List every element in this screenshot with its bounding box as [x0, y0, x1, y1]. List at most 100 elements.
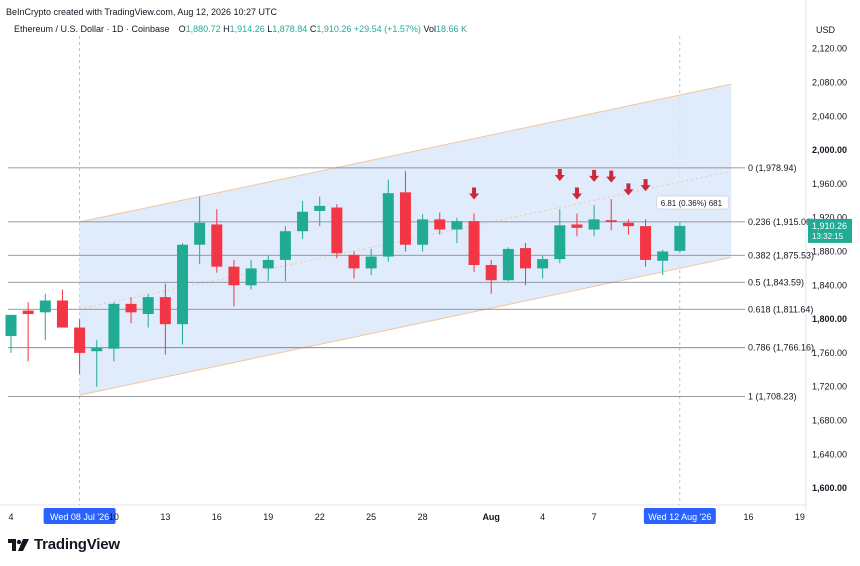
candle	[159, 283, 171, 355]
fib-level-label: 0.382 (1,875.53)	[748, 250, 814, 260]
candle-body	[211, 224, 223, 267]
fib-level-label: 0.618 (1,811.64)	[748, 304, 813, 314]
chart-creator-note: BeInCrypto created with TradingView.com,…	[6, 7, 277, 17]
candle-body	[485, 265, 497, 281]
price-axis-tick: 1,720.00	[812, 382, 847, 392]
candle-body	[605, 220, 617, 222]
candle	[640, 219, 652, 267]
candle-body	[554, 225, 566, 260]
candle-body	[417, 219, 429, 245]
candle-body	[262, 259, 274, 269]
price-axis-tick: 2,040.00	[812, 111, 847, 121]
candle-body	[365, 256, 377, 269]
candle	[245, 259, 257, 290]
close-label: C	[309, 24, 317, 34]
change-value: +29.54 (+1.57%)	[353, 24, 421, 34]
fib-level-label: 0.786 (1,766.16)	[748, 343, 814, 353]
candle-body	[674, 225, 686, 251]
price-axis-currency-label: USD	[816, 25, 836, 35]
price-axis-tick: 1,680.00	[812, 415, 847, 425]
candle	[211, 209, 223, 273]
candle-body	[91, 347, 103, 352]
bar-countdown: 13:32:15	[812, 232, 844, 241]
candle	[417, 214, 429, 252]
candle-body	[399, 192, 411, 245]
candle	[502, 247, 514, 282]
down-arrow-icon	[554, 168, 565, 181]
time-axis-highlight-label: Wed 12 Aug '26	[648, 512, 711, 522]
measure-tooltip-box	[656, 195, 730, 210]
candle	[297, 200, 309, 239]
candle-body	[502, 248, 514, 281]
candle-body	[5, 314, 17, 336]
time-axis-tick: 13	[160, 512, 170, 522]
time-axis-highlight-badge	[643, 508, 716, 524]
time-axis-highlight-badge	[43, 508, 116, 524]
current-price-badge	[808, 218, 852, 243]
candle-body	[331, 207, 343, 254]
candle-body	[142, 297, 154, 315]
price-axis-tick: 2,000.00	[812, 145, 847, 155]
price-axis-tick: 2,080.00	[812, 77, 847, 87]
time-axis-tick: 19	[263, 512, 273, 522]
candle	[451, 217, 463, 244]
candle-body	[382, 193, 394, 257]
time-axis-tick: 10	[109, 512, 119, 522]
volume-label: Vol	[423, 24, 436, 34]
candle	[571, 213, 583, 237]
price-axis-tick: 1,880.00	[812, 246, 847, 256]
candle	[657, 249, 669, 276]
tradingview-brand: TradingView	[8, 536, 120, 553]
candle-body	[622, 222, 634, 227]
down-arrow-icon	[469, 187, 480, 200]
down-arrow-icon	[571, 187, 582, 200]
candle-body	[571, 224, 583, 228]
fib-level-label: 1 (1,708.23)	[748, 392, 797, 402]
time-axis-tick: 22	[315, 512, 325, 522]
time-axis-tick: 16	[743, 512, 753, 522]
candle	[485, 259, 497, 294]
measure-tooltip-text: 6.81 (0.36%) 681	[661, 199, 723, 208]
candle-body	[228, 266, 240, 286]
fib-level-label: 0.236 (1,915.06)	[748, 217, 814, 227]
current-price-value: 1,910.26	[812, 221, 847, 231]
candle-body	[22, 310, 34, 315]
down-arrow-icon	[606, 170, 617, 183]
time-axis-tick: 4	[540, 512, 545, 522]
symbol-name: Ethereum / U.S. Dollar · 1D · Coinbase	[14, 24, 170, 34]
candle-body	[468, 221, 480, 266]
candle-body	[74, 327, 86, 353]
candle	[434, 212, 446, 235]
time-axis-tick: 4	[8, 512, 13, 522]
candle	[605, 199, 617, 231]
price-axis-tick: 1,840.00	[812, 280, 847, 290]
candle-body	[56, 300, 68, 328]
candle-body	[640, 226, 652, 260]
candle	[177, 243, 188, 345]
candle	[554, 209, 566, 264]
down-arrow-icon	[623, 183, 634, 196]
down-arrow-icon	[640, 179, 651, 192]
candle	[74, 319, 86, 375]
time-axis-tick: 19	[795, 512, 805, 522]
candle-body	[159, 297, 171, 325]
candle-body	[451, 221, 463, 230]
channel-upper-line	[79, 83, 732, 223]
candle	[622, 219, 634, 235]
candle-body	[125, 303, 137, 313]
open-value: 1,880.72	[185, 24, 221, 34]
candle	[537, 255, 549, 279]
high-value: 1,914.26	[229, 24, 265, 34]
time-axis-tick: 25	[366, 512, 376, 522]
candle	[22, 302, 34, 362]
candle	[468, 213, 480, 272]
tradingview-brand-text: TradingView	[34, 536, 120, 553]
candle-body	[520, 248, 531, 269]
candle	[194, 196, 206, 265]
price-axis-tick: 1,760.00	[812, 348, 847, 358]
candle	[125, 297, 137, 324]
candle-body	[657, 251, 669, 261]
candle	[228, 259, 240, 307]
time-axis-tick: Aug	[482, 512, 500, 522]
